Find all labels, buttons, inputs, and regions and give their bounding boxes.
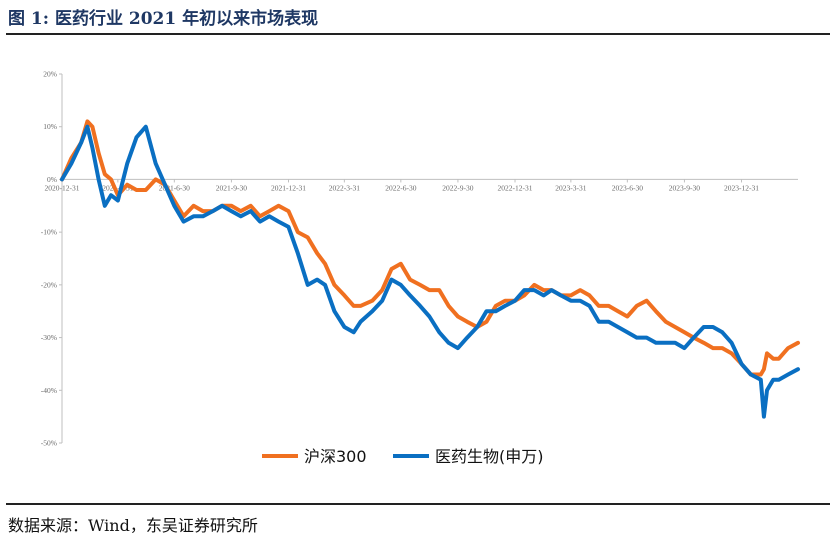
chart: 20% 10% 0% -10% -20% -30% -40% -50% 2020-12-31 20…: [41, 70, 800, 466]
series-line-2: [60, 124, 800, 419]
source-note: 数据来源：Wind，东吴证券研究所: [8, 516, 258, 535]
y-tick-label: -30%: [41, 333, 57, 342]
series-line-1: [60, 119, 800, 377]
legend-label-2: 医药生物(申万): [435, 447, 544, 466]
x-tick-label: 2021-12-31: [271, 183, 306, 192]
y-tick-label: 0%: [47, 175, 57, 184]
x-tick-label: 2022-9-30: [442, 183, 473, 192]
x-tick-label: 2023-3-31: [555, 183, 586, 192]
figure-title: 图 1: 医药行业 2021 年初以来市场表现: [8, 9, 319, 29]
y-tick-label: -50%: [41, 439, 57, 448]
legend: 沪深300 医药生物(申万): [262, 447, 544, 466]
y-tick-label: 20%: [43, 70, 57, 79]
y-tick-label: -10%: [41, 228, 57, 237]
x-tick-label: 2023-12-31: [724, 183, 759, 192]
y-tick-label: -20%: [41, 280, 57, 289]
axes: 20% 10% 0% -10% -20% -30% -40% -50% 2020-12-31 20…: [41, 70, 798, 448]
bottom-rule: [6, 503, 830, 505]
x-tick-label: 2022-12-31: [498, 183, 533, 192]
x-tick-label: 2023-6-30: [612, 183, 643, 192]
y-tick-label: -40%: [41, 386, 57, 395]
x-tick-label: 2023-9-30: [669, 183, 700, 192]
x-tick-label: 2021-9-30: [216, 183, 247, 192]
legend-label-1: 沪深300: [304, 447, 367, 466]
y-tick-label: 10%: [43, 122, 57, 131]
x-tick-label: 2022-6-30: [385, 183, 416, 192]
top-rule: [6, 33, 830, 35]
x-tick-label: 2022-3-31: [329, 183, 360, 192]
x-tick-label: 2021-6-30: [159, 183, 190, 192]
series-layer: [60, 119, 800, 419]
x-tick-label: 2020-12-31: [45, 183, 80, 192]
x-tick-label: 2021-3-31: [102, 183, 133, 192]
